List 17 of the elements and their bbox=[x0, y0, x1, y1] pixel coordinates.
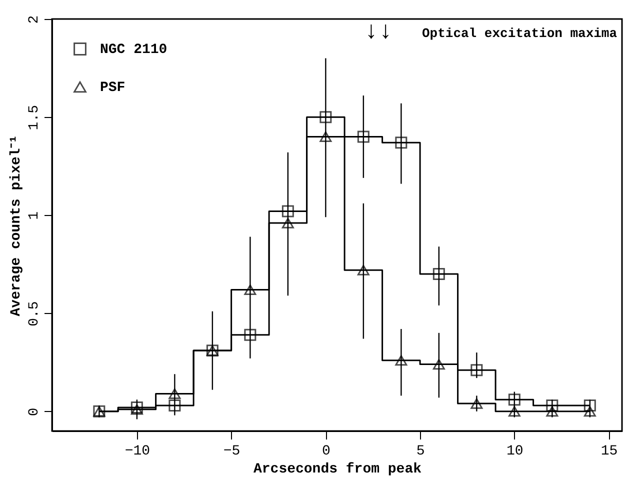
x-tick-label: 15 bbox=[600, 444, 618, 460]
legend-label: NGC 2110 bbox=[100, 42, 168, 58]
annotation: Optical excitation maxima bbox=[422, 26, 618, 41]
y-tick-label: 1 bbox=[26, 211, 42, 220]
y-axis-title: Average counts pixel⁻¹ bbox=[8, 134, 24, 316]
x-tick-label: −5 bbox=[223, 444, 240, 460]
y-tick-label: 1.5 bbox=[26, 104, 42, 130]
x-tick-label: −10 bbox=[124, 444, 150, 460]
x-tick-label: 5 bbox=[416, 444, 425, 460]
x-axis-title: Arcseconds from peak bbox=[253, 462, 422, 478]
y-tick-label: 0 bbox=[26, 408, 42, 416]
y-tick-label: 2 bbox=[26, 15, 42, 24]
y-tick-label: 0.5 bbox=[26, 301, 42, 326]
x-tick-label: 10 bbox=[506, 444, 524, 460]
legend-label: PSF bbox=[100, 80, 126, 96]
x-tick-label: 0 bbox=[322, 444, 330, 460]
annotation: ↓↓ bbox=[364, 19, 393, 46]
